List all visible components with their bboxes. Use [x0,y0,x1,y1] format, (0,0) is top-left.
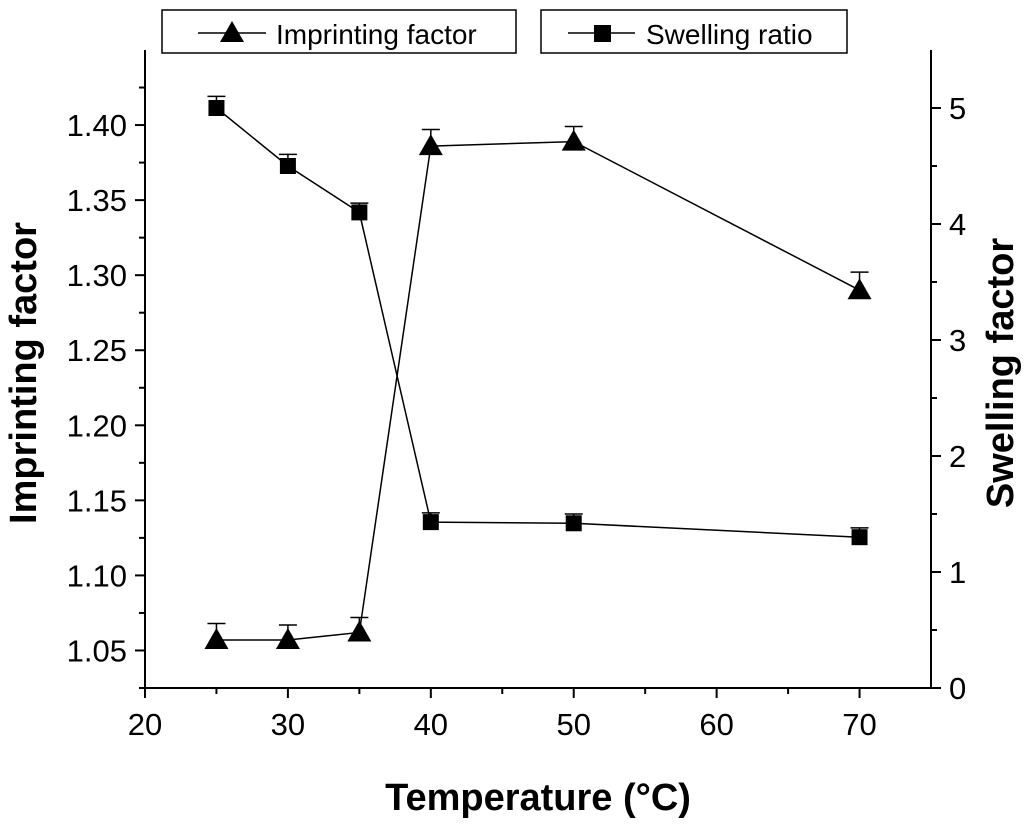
y-tick-label: 1.40 [67,108,127,143]
legend-item-imprinting: Imprinting factor [161,9,517,54]
y-tick-label: 1.30 [67,258,127,293]
legend-box-swelling [540,9,848,54]
y-axis-left-title: Imprinting factor [3,222,45,524]
legend-triangle-icon [220,21,244,42]
y-tick-label: 1.10 [67,558,127,593]
x-axis-title: Temperature (°C) [385,777,691,819]
x-tick-label: 60 [699,707,733,742]
data-point-imprinting [204,627,229,649]
data-point-swelling [279,158,296,174]
legend-box-imprinting [161,9,517,54]
series-line-imprinting [216,140,860,641]
y-tick-label: 1.15 [67,483,127,518]
data-point-swelling [851,529,868,546]
y2-tick-label: 0 [949,671,966,706]
y-ticks-right: 0 1 2 3 4 5 [931,91,966,706]
series-line-swelling [215,107,860,538]
axes [144,50,932,689]
x-tick-label: 20 [128,707,162,742]
x-tick-label: 30 [271,707,305,742]
y2-tick-label: 5 [949,91,966,126]
y-tick-label: 1.25 [67,333,127,368]
y2-tick-label: 1 [949,555,966,590]
data-point-swelling [351,204,368,221]
legend-square-icon [594,25,611,42]
legend-label-swelling: Swelling ratio [646,19,813,50]
y2-tick-label: 3 [949,323,966,358]
y2-tick-label: 4 [949,207,966,242]
legend: Imprinting factor Swelling ratio [161,9,848,54]
series-layer [204,95,872,649]
y2-tick-label: 2 [949,439,966,474]
y-tick-label: 1.35 [67,183,127,218]
y-ticks-left: 1.05 1.10 1.15 1.20 1.25 1.30 1.35 1.40 [67,86,145,689]
data-point-swelling [422,514,439,531]
x-tick-label: 50 [556,707,590,742]
y-axis-right-title: Swelling factor [980,238,1022,508]
x-ticks: 20 30 40 50 60 70 [128,688,877,742]
y-tick-label: 1.20 [67,408,127,443]
x-tick-label: 70 [842,707,876,742]
y-tick-label: 1.05 [67,633,127,668]
data-point-imprinting [847,278,872,300]
data-point-imprinting [347,620,372,642]
data-point-imprinting [418,134,443,156]
x-tick-label: 40 [414,707,448,742]
data-point-imprinting [275,627,300,649]
legend-label-imprinting: Imprinting factor [276,19,477,50]
data-point-swelling [208,100,225,116]
data-point-imprinting [561,129,586,151]
legend-item-swelling: Swelling ratio [540,9,848,54]
data-point-swelling [565,515,582,532]
